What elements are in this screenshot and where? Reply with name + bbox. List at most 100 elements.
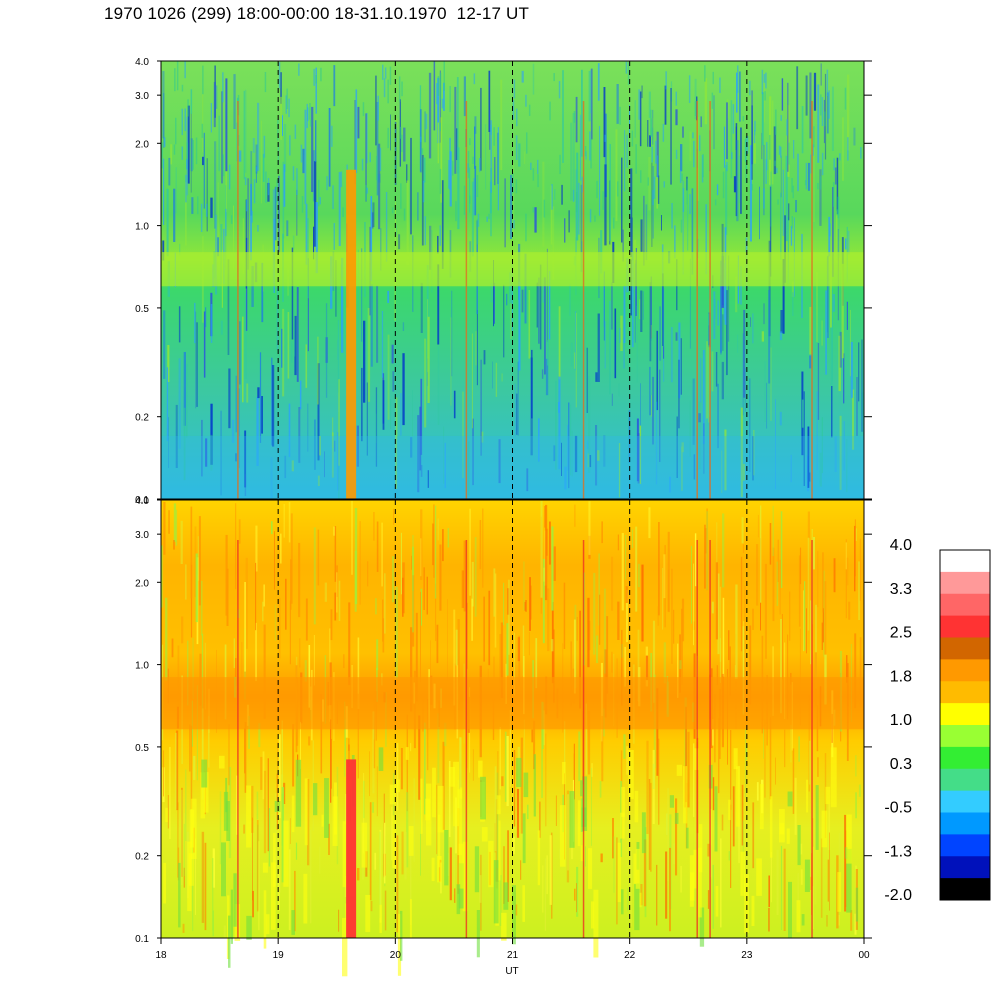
- bottom-texture-streak: [779, 809, 785, 843]
- top-texture-streak: [311, 106, 314, 192]
- colorbar-label: 4.0: [890, 537, 912, 554]
- bottom-texture-streak: [196, 685, 198, 781]
- bottom-texture-streak: [520, 860, 522, 880]
- top-texture-streak: [214, 141, 217, 229]
- top-texture-streak: [300, 144, 303, 163]
- bottom-texture-streak: [400, 910, 403, 961]
- bottom-texture-streak: [493, 568, 496, 617]
- top-texture-streak: [594, 215, 596, 222]
- bottom-texture-streak: [501, 776, 504, 787]
- top-texture-streak: [558, 81, 561, 99]
- top-texture-streak: [769, 186, 772, 277]
- bottom-texture-streak: [783, 848, 786, 931]
- top-texture-streak: [621, 157, 623, 243]
- top-texture-streak: [485, 124, 487, 190]
- bottom-texture-streak: [379, 829, 382, 923]
- top-texture-streak: [328, 108, 331, 187]
- top-texture-streak: [572, 113, 575, 201]
- top-texture-streak: [257, 225, 259, 232]
- x-tick-label: 21: [507, 950, 519, 961]
- top-texture-streak: [410, 437, 413, 458]
- top-texture-streak: [354, 100, 356, 185]
- top-texture-streak: [421, 148, 424, 155]
- top-texture-streak: [292, 166, 295, 181]
- bottom-texture-streak: [382, 599, 384, 642]
- bottom-texture-streak: [437, 518, 439, 541]
- top-texture-streak: [634, 263, 636, 343]
- top-texture-streak: [504, 178, 506, 248]
- bottom-texture-streak: [265, 914, 270, 935]
- bottom-texture-streak: [751, 895, 755, 926]
- bottom-texture-streak: [859, 538, 861, 601]
- top-texture-streak: [210, 434, 213, 471]
- top-texture-streak: [513, 220, 515, 229]
- top-texture-streak: [853, 127, 856, 146]
- top-texture-streak: [713, 291, 716, 340]
- top-texture-streak: [779, 411, 782, 426]
- bottom-texture-streak: [184, 813, 185, 833]
- top-texture-streak: [663, 288, 665, 382]
- top-texture-streak: [640, 290, 643, 332]
- top-texture-streak: [544, 277, 546, 375]
- top-texture-streak: [831, 386, 833, 438]
- top-texture-streak: [803, 391, 805, 486]
- bottom-texture-streak: [271, 521, 273, 535]
- bottom-texture-streak: [824, 581, 827, 660]
- top-texture-streak: [417, 192, 419, 221]
- bottom-texture-streak: [420, 538, 422, 577]
- top-texture-streak: [761, 92, 764, 146]
- bottom-texture-streak: [357, 637, 360, 710]
- top-texture-streak: [689, 194, 691, 214]
- bottom-texture-streak: [359, 521, 361, 605]
- bottom-texture-streak: [474, 846, 480, 893]
- top-texture-streak: [548, 271, 551, 340]
- bottom-texture-streak: [626, 590, 629, 643]
- bottom-texture-streak: [635, 526, 638, 612]
- bottom-texture-streak: [656, 688, 659, 776]
- top-texture-streak: [396, 224, 397, 236]
- top-texture-streak: [659, 369, 661, 462]
- bottom-texture-streak: [813, 537, 815, 570]
- bottom-texture-streak: [549, 521, 551, 565]
- top-texture-streak: [819, 452, 822, 487]
- top-spike: [465, 101, 468, 499]
- bottom-texture-streak: [742, 544, 745, 554]
- bottom-texture-streak: [436, 784, 438, 855]
- bottom-texture-streak: [588, 501, 591, 555]
- top-texture-streak: [309, 119, 312, 127]
- bottom-texture-streak: [707, 843, 710, 857]
- top-texture-streak: [205, 307, 207, 328]
- top-texture-streak: [790, 225, 793, 246]
- bottom-texture-streak: [372, 711, 375, 794]
- top-texture-streak: [674, 225, 676, 259]
- top-texture-streak: [162, 71, 165, 139]
- bottom-texture-streak: [204, 642, 206, 710]
- top-texture-streak: [471, 181, 474, 257]
- top-texture-streak: [382, 64, 384, 80]
- top-texture-streak: [832, 182, 835, 207]
- top-texture-streak: [595, 425, 598, 486]
- bottom-texture-streak: [324, 582, 327, 602]
- top-texture-streak: [839, 331, 842, 368]
- top-texture-streak: [652, 376, 654, 445]
- top-texture-streak: [652, 109, 654, 145]
- top-texture-streak: [217, 182, 219, 238]
- bottom-texture-streak: [367, 561, 369, 587]
- top-texture-streak: [770, 171, 772, 227]
- top-texture-streak: [375, 387, 378, 467]
- bottom-texture-streak: [797, 825, 801, 866]
- top-texture-streak: [262, 153, 265, 182]
- top-texture-streak: [525, 213, 527, 242]
- top-texture-streak: [319, 197, 321, 205]
- bottom-texture-streak: [827, 859, 829, 902]
- top-texture-streak: [749, 80, 751, 96]
- top-texture-streak: [437, 122, 439, 164]
- colorbar-label: 1.0: [890, 712, 912, 729]
- bottom-texture-streak: [182, 923, 185, 933]
- bottom-texture-streak: [845, 542, 847, 570]
- y-tick-label: 0.2: [135, 852, 149, 863]
- bottom-texture-streak: [376, 521, 379, 572]
- bottom-texture-streak: [212, 848, 215, 888]
- bottom-texture-streak: [846, 655, 848, 683]
- bottom-texture-streak: [673, 843, 676, 864]
